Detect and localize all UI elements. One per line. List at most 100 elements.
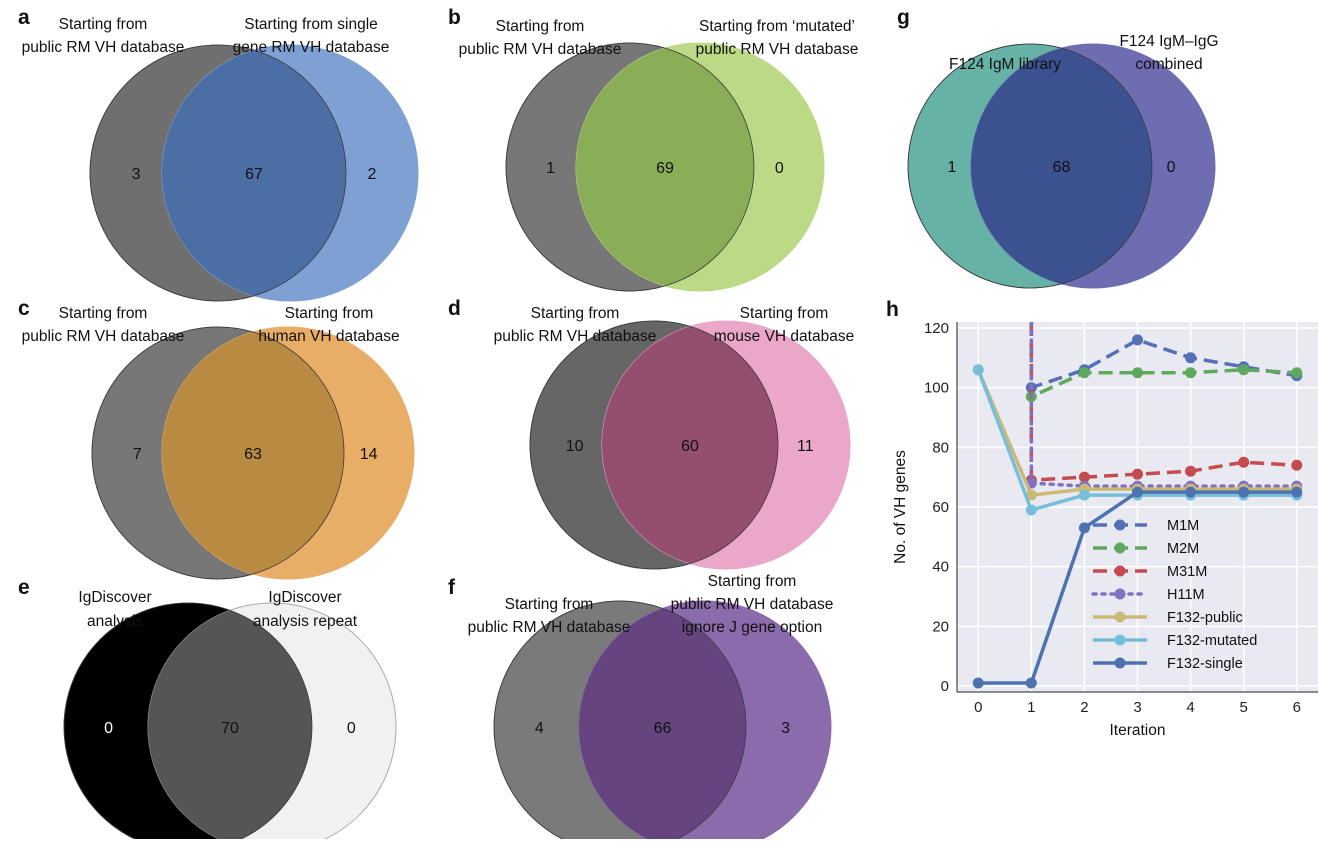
venn-right-title-line: analysis repeat xyxy=(253,613,358,630)
data-point xyxy=(1185,367,1197,379)
legend-swatch-marker xyxy=(1114,657,1126,669)
venn-panel-f: f Starting from public RM VH databaseStart… xyxy=(448,573,834,844)
venn-left-title: Starting from public RM VH database xyxy=(459,18,622,58)
venn-right-title: Starting from human VH database xyxy=(258,305,399,345)
venn-overlap xyxy=(162,45,346,301)
legend-item: H11M xyxy=(1091,587,1205,603)
data-point xyxy=(1291,459,1303,471)
venn-left-title-line: public RM VH database xyxy=(494,328,657,345)
venn-right-title-line: public RM VH database xyxy=(671,596,834,613)
venn-overlap xyxy=(579,601,746,844)
venn-left-outline xyxy=(91,326,345,580)
venn-panel-e: e IgDiscover analysis IgDiscover analysis re… xyxy=(18,576,397,844)
venn-right-title: F124 IgM–IgG combined xyxy=(1119,33,1218,73)
legend-item: M1M xyxy=(1093,518,1199,534)
legend-label: M1M xyxy=(1167,518,1199,534)
venn-panel-c: c Starting from public RM VH database Start… xyxy=(18,297,415,580)
venn-right-title-line: ignore J gene option xyxy=(682,619,822,636)
panel-letter-g: g xyxy=(897,6,910,29)
legend-swatch-marker xyxy=(1114,542,1126,554)
venn-right-title-line: mouse VH database xyxy=(714,328,854,345)
y-tick-label: 60 xyxy=(932,499,949,516)
venn-overlap xyxy=(148,603,312,844)
venn-left-only-count: 10 xyxy=(566,438,584,455)
data-point xyxy=(1132,367,1143,379)
legend-label: M31M xyxy=(1167,564,1207,580)
legend-label: M2M xyxy=(1167,541,1199,557)
venn-panel-g: g F124 IgM library F124 IgM–IgG combined 1 68… xyxy=(897,6,1219,289)
venn-overlap-count: 63 xyxy=(244,446,262,463)
venn-right-title: Starting from mouse VH database xyxy=(714,305,854,345)
legend-item: F132-single xyxy=(1093,656,1243,672)
venn-panel-b: b Starting from public RM VH database Start… xyxy=(448,6,859,292)
data-point xyxy=(1078,367,1090,379)
legend-item: F132-mutated xyxy=(1093,633,1257,649)
venn-right-only-count: 14 xyxy=(360,446,378,463)
data-point xyxy=(1078,522,1090,534)
venn-left-title: Starting from public RM VH database xyxy=(22,16,185,56)
venn-left-title: F124 IgM library xyxy=(949,56,1061,73)
series-group xyxy=(972,322,1303,689)
venn-right-title-line: Starting from single xyxy=(244,16,378,33)
venn-left-title: Starting from public RM VH database xyxy=(494,305,657,345)
venn-left-title-line: analysis xyxy=(87,613,143,630)
data-point xyxy=(1291,486,1303,498)
venn-left-only-count: 1 xyxy=(947,159,956,176)
venn-right-title-line: Starting from xyxy=(285,305,374,322)
venn-left-title: Starting from public RM VH database xyxy=(22,305,185,345)
x-tick-label: 5 xyxy=(1240,699,1248,716)
data-point xyxy=(972,677,984,689)
venn-right-only-count: 11 xyxy=(797,438,814,455)
panel-letter-b: b xyxy=(448,6,461,29)
series-F132-single xyxy=(972,486,1303,689)
y-tick-label: 80 xyxy=(932,439,949,456)
y-tick-label: 0 xyxy=(941,678,949,695)
data-point xyxy=(1132,486,1143,498)
data-point xyxy=(1078,471,1090,483)
venn-right-only-count: 2 xyxy=(367,166,376,183)
venn-left-title-line: Starting from xyxy=(59,16,148,33)
panel-letter-f: f xyxy=(448,576,456,599)
venn-left-only-count: 7 xyxy=(133,446,142,463)
venn-left-title-line: Starting from xyxy=(505,596,594,613)
venn-right-only-count: 0 xyxy=(775,160,784,177)
data-point xyxy=(1238,486,1250,498)
data-point xyxy=(1238,456,1250,468)
data-point xyxy=(1025,504,1037,516)
legend-label: F132-single xyxy=(1167,656,1243,672)
y-tick-label: 120 xyxy=(924,320,949,337)
venn-right-title: Starting from single gene RM VH database xyxy=(233,16,390,56)
venn-right-title-line: public RM VH database xyxy=(696,41,859,58)
legend-item: M2M xyxy=(1093,541,1199,557)
data-point xyxy=(1238,364,1250,376)
venn-right-title-line: Starting from ‘mutated’ xyxy=(699,18,855,35)
venn-right-only-count: 0 xyxy=(347,720,356,737)
y-axis-label: No. of VH genes xyxy=(892,450,909,564)
legend-swatch-marker xyxy=(1114,588,1126,600)
venn-right-title: Starting from public RM VH database ignore… xyxy=(671,573,834,636)
venn-left-outline xyxy=(529,320,779,570)
venn-overlap xyxy=(576,43,754,291)
venn-left-outline xyxy=(907,43,1153,289)
venn-left-outline xyxy=(63,602,313,844)
x-tick-label: 3 xyxy=(1133,699,1141,716)
venn-right-only-count: 3 xyxy=(781,720,790,737)
panel-letter-c: c xyxy=(18,297,30,320)
venn-left-title-line: public RM VH database xyxy=(459,41,622,58)
venn-panel-d: d Starting from public RM VH databaseStart… xyxy=(448,297,854,570)
venn-left-outline xyxy=(493,600,747,844)
venn-right-only-count: 0 xyxy=(1167,159,1176,176)
venn-right-title-line: F124 IgM–IgG xyxy=(1119,33,1218,50)
venn-panels: a Starting from public RM VH databaseStart… xyxy=(18,6,1219,844)
panel-letter-h: h xyxy=(886,298,899,321)
legend-swatch-marker xyxy=(1114,565,1126,577)
legend-label: H11M xyxy=(1167,587,1205,603)
venn-left-title-line: F124 IgM library xyxy=(949,56,1061,73)
venn-right-title-line: IgDiscover xyxy=(268,589,341,606)
venn-left-only-count: 1 xyxy=(546,160,555,177)
venn-right-title: Starting from ‘mutated’ public RM VH data… xyxy=(696,18,859,58)
venn-overlap-count: 68 xyxy=(1053,159,1071,176)
venn-left-title-line: public RM VH database xyxy=(22,39,185,56)
x-tick-label: 4 xyxy=(1186,699,1194,716)
